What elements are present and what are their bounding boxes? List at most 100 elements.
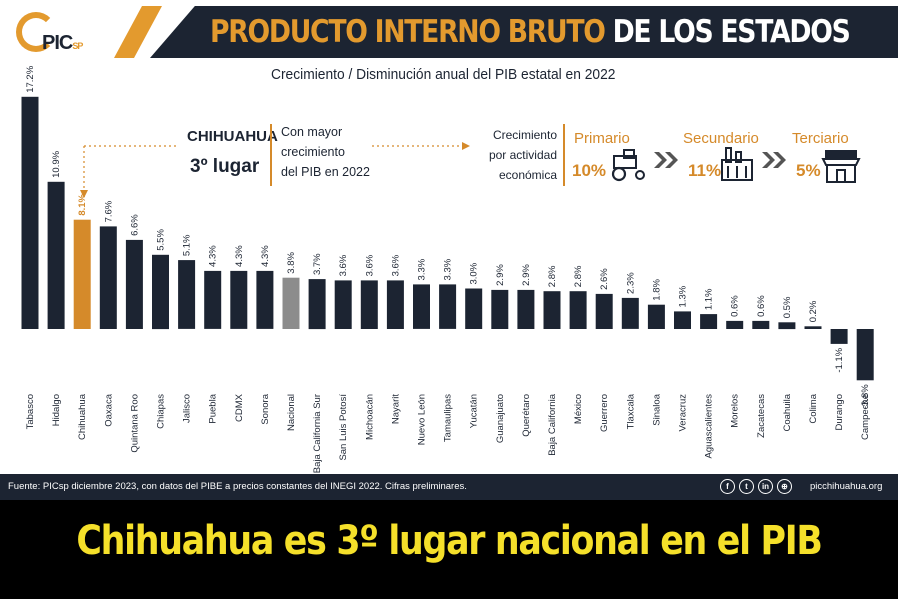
facebook-icon[interactable]: f [720,479,735,494]
bar-oaxaca [99,226,117,329]
bar-sinaloa [647,304,665,329]
bar-guerrero [595,293,613,329]
header-bar [150,6,898,58]
bar-veracruz [674,311,691,329]
category-label-colima: Colima [808,393,819,423]
bar-morelos [726,320,744,329]
bar-chiapas [152,254,169,330]
value-label-jalisco: 5.1% [182,234,193,256]
category-label-nayarit: Nayarit [390,394,401,424]
value-label-oaxaca: 7.6% [103,200,114,222]
category-label-san-luis-potosi: San Luis Potosí [338,394,349,461]
shop-icon [821,150,861,183]
category-label-michoacan: Michoacán [364,394,375,440]
sector-secundario-value: 11% [688,161,721,180]
bar-campeche [856,329,874,381]
category-label-aguascalientes: Aguascalientes [704,394,715,459]
chihuahua-callout: CHIHUAHUA 3º lugar Con mayor crecimiento… [80,124,470,198]
chart-title: Crecimiento / Disminución anual del PIB … [271,66,616,83]
value-label-sonora: 4.3% [260,245,271,267]
callout-state: CHIHUAHUA [187,128,278,145]
bar-coahuila [778,322,796,330]
sector-primario-name: Primario [574,130,630,147]
bar-baja-california [543,291,561,329]
value-label-morelos: 0.6% [730,295,741,317]
sectors-intro-2: por actividad [489,148,557,162]
value-label-yucatan: 3.0% [469,262,480,284]
value-label-hidalgo: 10.9% [51,150,62,177]
value-label-queretaro: 2.9% [521,264,532,286]
category-label-jalisco: Jalisco [182,394,193,423]
category-label-guanajuato: Guanajuato [495,394,506,443]
category-label-sonora: Sonora [260,393,271,424]
chevrons-icon-1 [654,152,678,168]
category-label-chihuahua: Chihuahua [77,393,88,440]
value-label-tabasco: 17.2% [25,65,36,92]
category-label-oaxaca: Oaxaca [103,393,114,426]
value-label-zacatecas: 0.6% [756,295,767,317]
bar-baja-california-sur [308,279,326,330]
bar-cdmx [230,270,248,329]
category-label-campeche: Campeche [860,394,871,440]
category-label-sinaloa: Sinaloa [651,393,662,425]
bar-guanajuato [491,289,509,329]
category-label-coahuila: Coahuila [782,393,793,431]
value-label-colima: 0.2% [808,300,819,322]
category-labels-group: Tabasco Hidalgo Chihuahua Oaxaca Quintana Ro… [25,393,871,473]
tractor-icon [611,149,645,182]
category-label-baja-california: Baja California [547,393,558,455]
category-label-baja-california-sur: Baja California Sur [312,394,323,473]
value-label-durango: -1.1% [834,347,845,372]
logo-sub: SP [72,41,83,51]
website-link[interactable]: picchihuahua.org [810,481,883,492]
value-label-san-luis-potosi: 3.6% [338,254,349,276]
page-title: PRODUCTO INTERNO BRUTO DE LOS ESTADOS [210,10,851,54]
value-label-tlaxcala: 2.3% [625,272,636,294]
value-label-baja-california: 2.8% [547,265,558,287]
value-label-sinaloa: 1.8% [651,278,662,300]
category-label-yucatan: Yucatán [469,394,480,428]
callout-line3: del PIB en 2022 [281,165,370,179]
category-label-morelos: Morelos [730,394,741,428]
category-label-hidalgo: Hidalgo [51,394,62,426]
value-label-veracruz: 1.3% [678,285,689,307]
bar-tamaulipas [439,284,457,329]
title-rest: DE LOS ESTADOS [604,14,851,50]
bar-chart: 17.2% 10.9% 8.1% 7.6% 6.6% 5.5% 5.1% 4.3% 4.3% 4.… [21,65,874,473]
category-label-tamaulipas: Tamaulipas [443,394,454,442]
twitter-icon[interactable]: t [739,479,754,494]
bar-chihuahua [73,219,91,329]
social-links: f t in ⊕ [720,479,792,494]
headline-banner: Chihuahua es 3º lugar nacional en el PIB [0,500,898,599]
category-label-cdmx: CDMX [234,393,245,422]
bar-puebla [204,270,222,329]
chevrons-icon-2 [762,152,786,168]
value-label-nuevo-leon: 3.3% [417,258,428,280]
bar-quintana-roo [125,239,143,329]
sector-terciario-value: 5% [796,161,821,180]
logo-text: PIC [42,32,73,54]
value-label-guerrero: 2.6% [599,268,610,290]
value-label-aguascalientes: 1.1% [704,288,715,310]
value-label-cdmx: 4.3% [234,245,245,267]
category-label-puebla: Puebla [208,393,219,423]
linkedin-icon[interactable]: in [758,479,773,494]
bars-group [21,96,874,381]
category-label-veracruz: Veracruz [678,394,689,432]
bar-san-luis-potosi [334,280,352,329]
bar-nayarit [386,280,404,329]
factory-icon [721,147,753,181]
bar-nuevo-leon [413,284,430,329]
category-label-nuevo-leon: Nuevo León [417,394,428,445]
value-label-nacional: 3.8% [286,251,297,273]
web-icon[interactable]: ⊕ [777,479,792,494]
footer: Fuente: PICsp diciembre 2023, con datos … [0,474,898,500]
category-label-queretaro: Querétaro [521,394,532,437]
category-label-guerrero: Guerrero [599,394,610,432]
bar-durango [830,329,848,344]
category-label-zacatecas: Zacatecas [756,394,767,438]
bar-sonora [256,270,274,329]
value-label-nayarit: 3.6% [390,254,401,276]
value-label-coahuila: 0.5% [782,296,793,318]
bar-zacatecas [752,320,770,329]
